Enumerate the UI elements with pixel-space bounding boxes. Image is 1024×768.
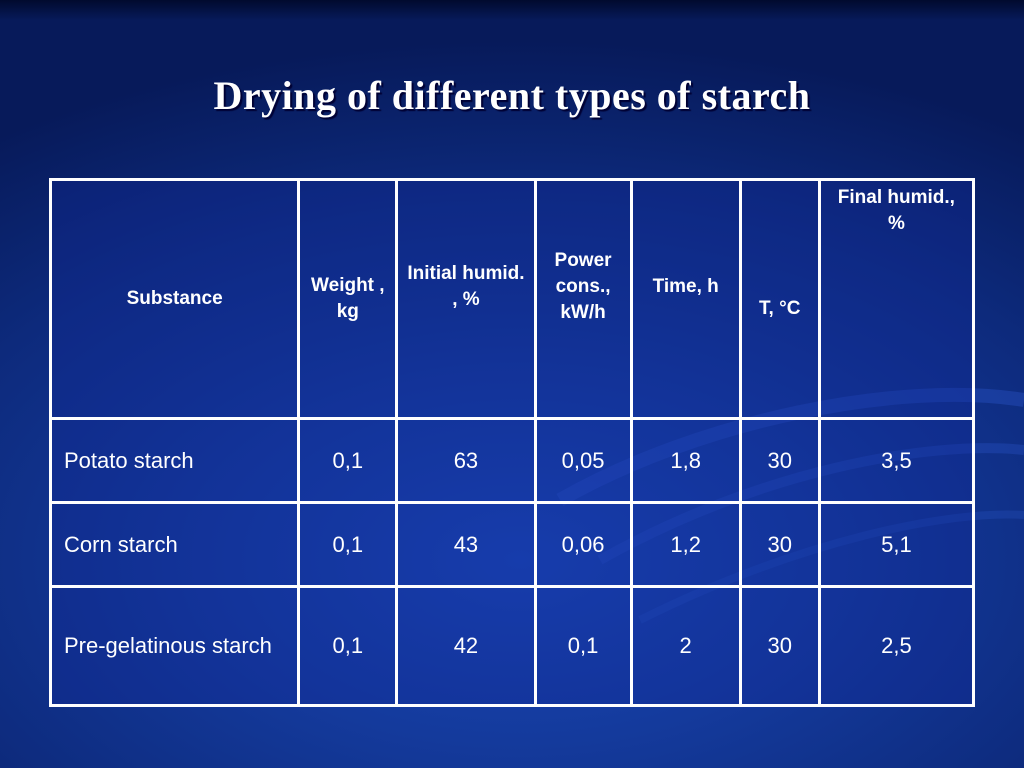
header-row: Substance Weight , kg Initial humid. , %… [48,178,976,420]
cell-power: 0,1 [533,585,633,707]
cell-power: 0,06 [533,501,633,588]
table-row: Pre-gelatinous starch 0,1 42 0,1 2 30 2,… [48,585,976,707]
cell-temperature: 30 [738,417,821,504]
cell-final-humidity: 2,5 [817,585,976,707]
cell-weight: 0,1 [297,585,399,707]
cell-time: 1,8 [629,417,742,504]
top-band [0,0,1024,20]
cell-initial-humidity: 42 [395,585,537,707]
table-row: Corn starch 0,1 43 0,06 1,2 30 5,1 [48,501,976,588]
cell-power: 0,05 [533,417,633,504]
cell-initial-humidity: 43 [395,501,537,588]
header-power-consumption: Power cons., kW/h [533,178,633,420]
cell-substance: Corn starch [48,501,301,588]
header-initial-humidity: Initial humid. , % [395,178,537,420]
cell-weight: 0,1 [297,417,399,504]
slide-title: Drying of different types of starch [213,73,811,118]
cell-time: 1,2 [629,501,742,588]
cell-final-humidity: 5,1 [817,501,976,588]
header-temperature: T, °C [738,178,821,420]
cell-time: 2 [629,585,742,707]
header-substance: Substance [48,178,301,420]
cell-temperature: 30 [738,585,821,707]
header-weight: Weight , kg [297,178,399,420]
cell-weight: 0,1 [297,501,399,588]
header-final-humidity: Final humid., % [817,178,976,420]
header-time: Time, h [629,178,742,420]
cell-initial-humidity: 63 [395,417,537,504]
table-row: Potato starch 0,1 63 0,05 1,8 30 3,5 [48,417,976,504]
starch-drying-table: Substance Weight , kg Initial humid. , %… [48,178,976,707]
cell-substance: Potato starch [48,417,301,504]
cell-substance: Pre-gelatinous starch [48,585,301,707]
cell-temperature: 30 [738,501,821,588]
cell-final-humidity: 3,5 [817,417,976,504]
